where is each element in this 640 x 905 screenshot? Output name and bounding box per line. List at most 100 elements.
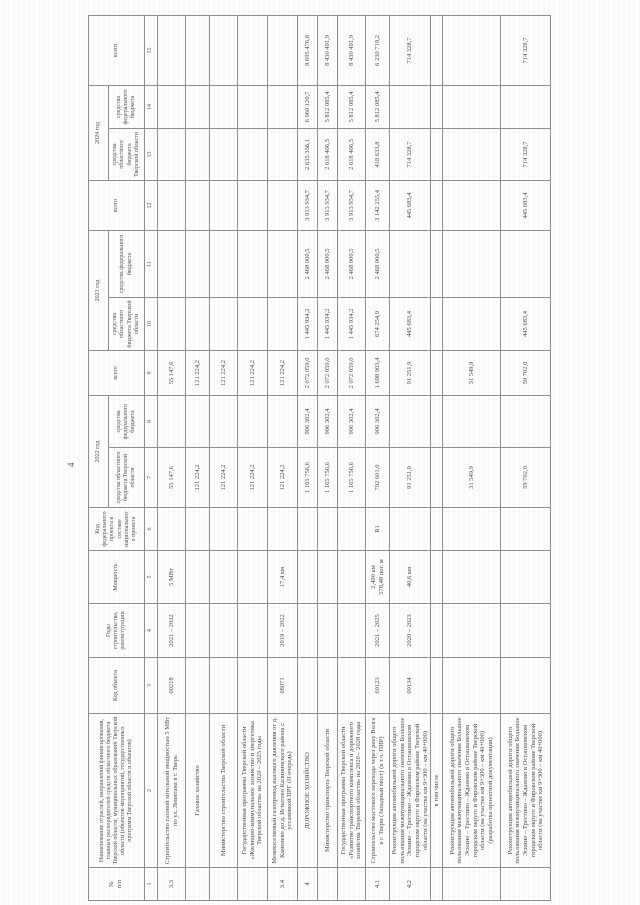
- value-cell: [185, 180, 210, 231]
- row-name-cell: ДОРОЖНОЕ ХОЗЯЙСТВО: [297, 713, 318, 868]
- header-col-code: Код объекта: [88, 657, 145, 714]
- value-cell: 2 072 059,0: [317, 350, 338, 396]
- table-row: Министерство строительства Тверской обла…: [209, 15, 238, 901]
- value-cell: 1 445 934,2: [297, 297, 318, 351]
- row-number-cell: [185, 867, 210, 901]
- table-row: Министерство транспорта Тверской области…: [317, 15, 338, 901]
- header-col-capacity: Мощность: [88, 550, 145, 604]
- value-cell: [237, 550, 268, 604]
- value-cell: [389, 507, 431, 551]
- value-cell: 714 328,7: [389, 15, 431, 86]
- value-cell: 418 633,8: [365, 128, 390, 181]
- column-number: 6: [144, 507, 158, 551]
- header-year-2023: 2023 год: [88, 230, 109, 351]
- value-cell: [500, 550, 551, 604]
- table-row: Государственная программа Тверской облас…: [337, 15, 366, 901]
- column-number: 15: [144, 15, 158, 86]
- value-cell: [157, 85, 186, 129]
- value-cell: 60123: [365, 657, 390, 714]
- value-cell: [267, 128, 298, 181]
- header-col-name: Наименование отраслей, направлений финан…: [88, 713, 145, 868]
- header-total-2024: всего: [88, 15, 145, 86]
- value-cell: [157, 395, 186, 448]
- value-cell: [209, 603, 238, 658]
- value-cell: [267, 507, 298, 551]
- header-oblast-2024: средства областного бюджета Тверской обл…: [108, 128, 145, 181]
- row-name-cell: Реконструкция автомобильной дороги общег…: [500, 713, 551, 868]
- value-cell: 1 165 756,6: [337, 447, 366, 508]
- value-cell: [157, 297, 186, 351]
- header-total-2022: всего: [88, 350, 145, 396]
- value-cell: 5 812 085,4: [365, 85, 390, 129]
- value-cell: 1 165 756,6: [297, 447, 318, 508]
- value-cell: 2021 – 2022: [157, 603, 186, 658]
- value-cell: 3 913 934,7: [337, 180, 366, 231]
- value-cell: 714 328,7: [500, 15, 551, 86]
- value-cell: [267, 230, 298, 298]
- value-cell: 2 468 000,5: [365, 230, 390, 298]
- value-cell: [267, 85, 298, 129]
- row-number-cell: [337, 867, 366, 901]
- value-cell: [237, 297, 268, 351]
- header-federal-2023: средства федерального бюджета: [108, 230, 145, 298]
- value-cell: [185, 297, 210, 351]
- value-cell: [237, 180, 268, 231]
- value-cell: 906 302,4: [365, 395, 390, 448]
- table-row: 3.3 Строительство газовой котельной мощно…: [157, 15, 186, 901]
- value-cell: [157, 15, 186, 86]
- row-number-cell: 4.1: [365, 867, 390, 901]
- value-cell: [237, 128, 268, 181]
- header-row-groups: № п/п Наименование отраслей, направлений…: [88, 15, 145, 901]
- row-name-cell: Государственная программа Тверской облас…: [237, 713, 268, 868]
- value-cell: [157, 180, 186, 231]
- header-col-no: № п/п: [88, 867, 145, 901]
- value-cell: [337, 603, 366, 658]
- column-number: 8: [144, 395, 158, 448]
- value-cell: [267, 395, 298, 448]
- value-cell: 2 618 406,5: [337, 128, 366, 181]
- value-cell: [337, 657, 366, 714]
- value-cell: [442, 507, 501, 551]
- value-cell: [237, 603, 268, 658]
- row-number-cell: 4: [297, 867, 318, 901]
- header-oblast-2022: средства областного бюджета Тверской обл…: [108, 447, 145, 508]
- value-cell: 2 618 406,5: [317, 128, 338, 181]
- value-cell: [430, 297, 443, 351]
- value-cell: 59 702,0: [500, 350, 551, 396]
- value-cell: 55 147,6: [157, 350, 186, 396]
- table-row: в том числе: [430, 15, 443, 901]
- row-name-cell: Межпоселковый газопровод высокого давлен…: [267, 713, 298, 868]
- row-number-cell: [500, 867, 551, 901]
- value-cell: 2,490 км 578,48 пог. м: [365, 550, 390, 604]
- header-col-years: Годы строительства, реконструкции: [88, 603, 145, 658]
- table-row: 3.4 Межпоселковый газопровод высокого дав…: [267, 15, 298, 901]
- row-number-cell: [209, 867, 238, 901]
- value-cell: [500, 657, 551, 714]
- value-cell: [500, 507, 551, 551]
- value-cell: 2 468 000,5: [317, 230, 338, 298]
- header-row-numbering: 1 2 3 4 5 6 7 8 9 10 11 12 13 14 15: [144, 15, 158, 901]
- value-cell: [185, 507, 210, 551]
- row-number-cell: 4.2: [389, 867, 431, 901]
- value-cell: 5 812 085,4: [337, 85, 366, 129]
- value-cell: [209, 180, 238, 231]
- value-cell: [430, 85, 443, 129]
- value-cell: [209, 230, 238, 298]
- value-cell: 91 251,9: [389, 350, 431, 396]
- header-total-2023: всего: [88, 180, 145, 231]
- column-number: 4: [144, 603, 158, 658]
- column-number: 10: [144, 297, 158, 351]
- value-cell: [157, 128, 186, 181]
- value-cell: 91 251,9: [389, 447, 431, 508]
- table-row: Государственная программа Тверской облас…: [237, 15, 268, 901]
- row-name-cell: Министерство строительства Тверской обла…: [209, 713, 238, 868]
- table-row: Газовое хозяйство 121 224,2 121 224,2: [185, 15, 210, 901]
- value-cell: 3 913 934,7: [317, 180, 338, 231]
- value-cell: 121 224,2: [185, 350, 210, 396]
- value-cell: [185, 230, 210, 298]
- value-cell: [337, 507, 366, 551]
- value-cell: [209, 507, 238, 551]
- column-number: 5: [144, 550, 158, 604]
- value-cell: [267, 180, 298, 231]
